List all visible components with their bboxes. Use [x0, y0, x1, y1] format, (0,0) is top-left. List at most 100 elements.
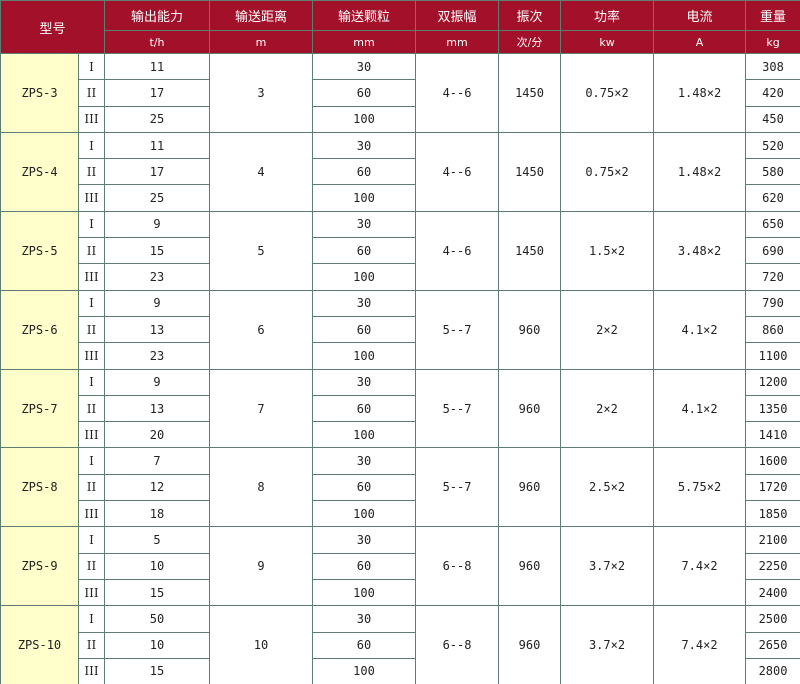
- column-unit: A: [653, 30, 747, 54]
- weight: 720: [745, 263, 800, 291]
- power: 0.75×2: [560, 131, 655, 212]
- power: 0.75×2: [560, 53, 655, 133]
- particle: 60: [312, 237, 417, 265]
- weight: 450: [745, 105, 800, 133]
- particle: 30: [312, 52, 417, 81]
- grade: II: [77, 79, 106, 107]
- frequency: 960: [498, 605, 562, 684]
- current: 5.75×2: [653, 447, 747, 528]
- capacity: 10: [104, 552, 211, 580]
- grade: III: [77, 184, 106, 212]
- weight: 580: [745, 158, 800, 186]
- current: 1.48×2: [653, 53, 747, 133]
- distance: 8: [209, 447, 314, 528]
- particle: 60: [312, 473, 417, 502]
- current: 1.48×2: [653, 131, 747, 212]
- weight: 620: [745, 184, 800, 212]
- table-row: ZPS-3 I 11 3 30 4--6 1450 0.75×2 1.48×2 308: [0, 52, 800, 133]
- column-title: 振次: [498, 0, 562, 31]
- weight: 1200: [745, 368, 800, 396]
- column-title: 输送距离: [209, 0, 314, 31]
- amplitude: 4--6: [415, 53, 500, 133]
- grade: I: [77, 289, 106, 317]
- frequency: 1450: [498, 210, 562, 291]
- table-row: II 12 60 1720: [1, 473, 800, 502]
- capacity: 15: [104, 657, 211, 684]
- table-row: ZPS-7 I 9 7 30 5--7 960 2×2 4.1×2 1200: [0, 368, 800, 449]
- column-title: 型号: [0, 0, 106, 54]
- weight: 2100: [745, 526, 800, 554]
- power: 3.7×2: [560, 526, 655, 607]
- table-row: III 25 100 620: [1, 184, 800, 212]
- table-row: ZPS-4 I 11 4 30 4--6 1450 0.75×2 1.48×2 520: [0, 131, 800, 212]
- amplitude: 5--7: [415, 368, 500, 449]
- weight: 420: [745, 79, 800, 107]
- grade: III: [77, 342, 106, 370]
- table-row: ZPS-10 I 50 10 30 6--8 960 3.7×2 7.4×2 2500: [0, 605, 800, 684]
- particle: 100: [312, 105, 417, 133]
- capacity: 10: [104, 631, 211, 659]
- column-unit: 次/分: [498, 30, 562, 54]
- grade: I: [77, 526, 106, 554]
- table-row: ZPS-6 I 9 6 30 5--7 960 2×2 4.1×2 790: [0, 289, 800, 370]
- table-row: III 23 100 720: [1, 263, 800, 291]
- column-unit: mm: [312, 30, 417, 54]
- particle: 30: [312, 605, 417, 633]
- distance: 10: [209, 605, 314, 684]
- column-title: 双振幅: [415, 0, 500, 31]
- column-title: 输送颗粒: [312, 0, 417, 31]
- weight: 790: [745, 289, 800, 317]
- grade: II: [77, 158, 106, 186]
- particle: 100: [312, 184, 417, 212]
- distance: 5: [209, 210, 314, 291]
- weight: 1100: [745, 342, 800, 370]
- grade: II: [77, 631, 106, 659]
- distance: 4: [209, 131, 314, 212]
- table-row: III 18 100 1850: [1, 500, 800, 528]
- table-row: III 15 100 2800: [1, 657, 800, 684]
- column-title: 电流: [653, 0, 747, 31]
- weight: 1350: [745, 394, 800, 423]
- particle: 60: [312, 631, 417, 659]
- capacity: 12: [104, 473, 211, 502]
- weight: 1720: [745, 473, 800, 502]
- weight: 1600: [745, 447, 800, 475]
- frequency: 960: [498, 368, 562, 449]
- particle: 30: [312, 289, 417, 317]
- table-row: III 15 100 2400: [1, 578, 800, 607]
- grade: I: [77, 131, 106, 160]
- column-unit: m: [209, 30, 314, 54]
- grade: III: [77, 578, 106, 607]
- grade: III: [77, 263, 106, 291]
- capacity: 20: [104, 421, 211, 449]
- weight: 650: [745, 210, 800, 239]
- capacity: 9: [104, 210, 211, 239]
- frequency: 960: [498, 289, 562, 370]
- particle: 30: [312, 368, 417, 396]
- amplitude: 6--8: [415, 605, 500, 684]
- amplitude: 5--7: [415, 289, 500, 370]
- column-unit: mm: [415, 30, 500, 54]
- grade: III: [77, 500, 106, 528]
- grade: II: [77, 237, 106, 265]
- particle: 100: [312, 263, 417, 291]
- grade: III: [77, 421, 106, 449]
- table-row: ZPS-5 I 9 5 30 4--6 1450 1.5×2 3.48×2 650: [0, 210, 800, 291]
- particle: 100: [312, 421, 417, 449]
- capacity: 15: [104, 237, 211, 265]
- power: 3.7×2: [560, 605, 655, 684]
- power: 2×2: [560, 289, 655, 370]
- distance: 7: [209, 368, 314, 449]
- power: 2×2: [560, 368, 655, 449]
- table-row: II 17 60 580: [1, 158, 800, 186]
- weight: 1410: [745, 421, 800, 449]
- model: ZPS-5: [0, 210, 79, 291]
- capacity: 11: [104, 52, 211, 81]
- capacity: 25: [104, 184, 211, 212]
- grade: I: [77, 447, 106, 475]
- capacity: 9: [104, 368, 211, 396]
- table-row: II 10 60 2650: [1, 631, 800, 659]
- amplitude: 4--6: [415, 210, 500, 291]
